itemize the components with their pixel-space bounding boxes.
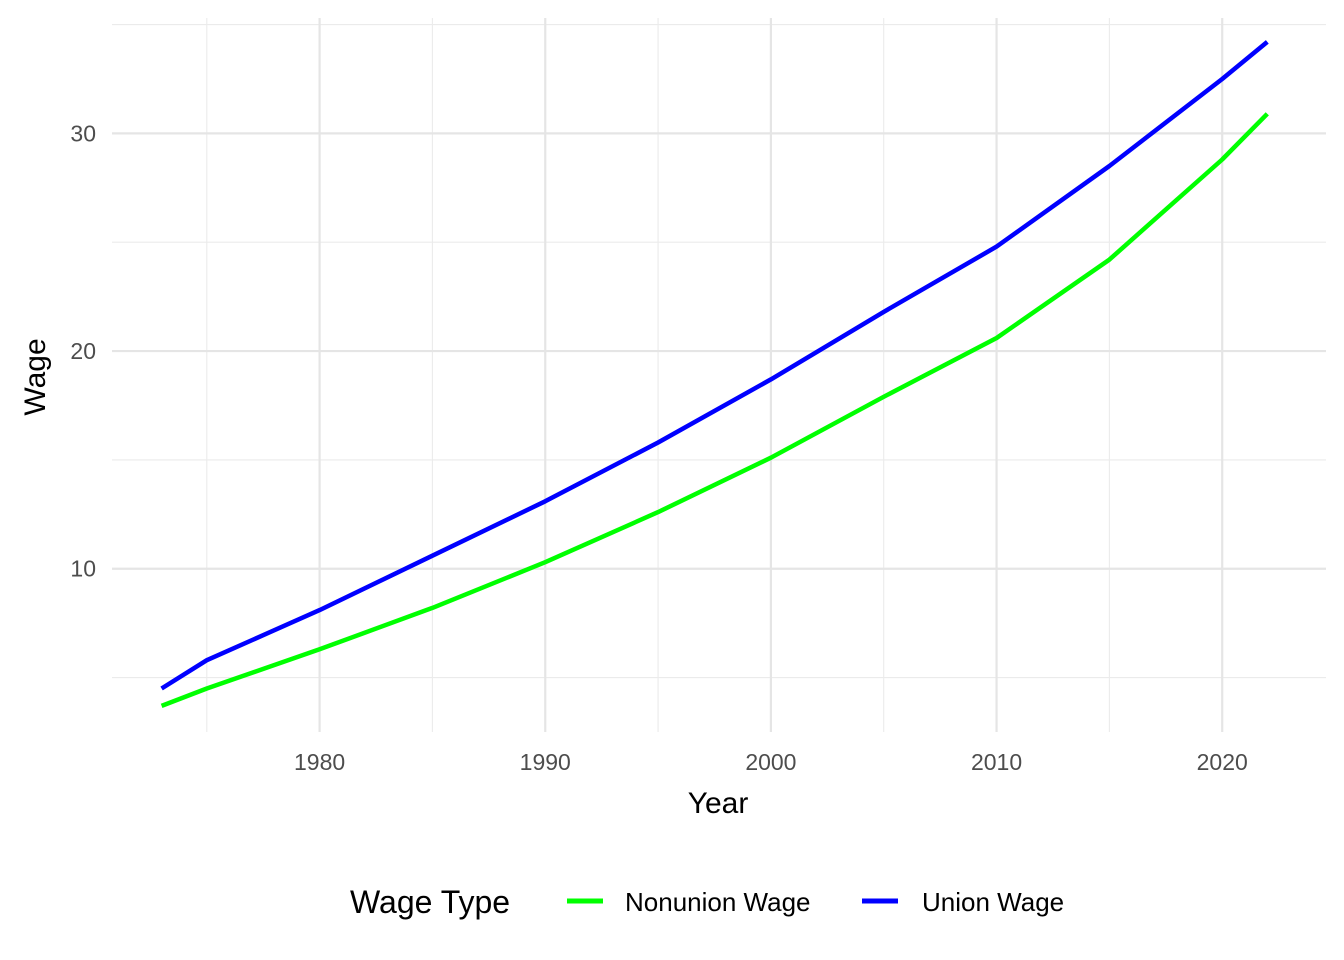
x-tick-label: 2020 [1197, 749, 1248, 775]
y-tick-label: 20 [70, 338, 96, 364]
major-gridlines [112, 18, 1326, 732]
series-lines [160, 40, 1269, 708]
x-tick-label: 2010 [971, 749, 1022, 775]
x-axis-title: Year [688, 787, 749, 820]
x-axis-tick-labels: 1980 1990 2000 2010 2020 [294, 749, 1248, 775]
x-tick-label: 1990 [520, 749, 571, 775]
y-axis-title: Wage [19, 338, 52, 415]
legend-label-union-wage: Union Wage [922, 887, 1064, 917]
legend-title: Wage Type [350, 884, 510, 920]
x-tick-label: 1980 [294, 749, 345, 775]
minor-gridlines [112, 18, 1326, 732]
legend: Wage Type Nonunion Wage Union Wage [350, 884, 1064, 920]
series-line-nonunion-wage [160, 112, 1269, 708]
legend-label-nonunion-wage: Nonunion Wage [625, 887, 811, 917]
y-tick-label: 10 [70, 556, 96, 582]
y-axis-tick-labels: 10 20 30 [70, 120, 96, 581]
series-line-union-wage [160, 40, 1269, 691]
x-tick-label: 2000 [745, 749, 796, 775]
y-tick-label: 30 [70, 120, 96, 146]
